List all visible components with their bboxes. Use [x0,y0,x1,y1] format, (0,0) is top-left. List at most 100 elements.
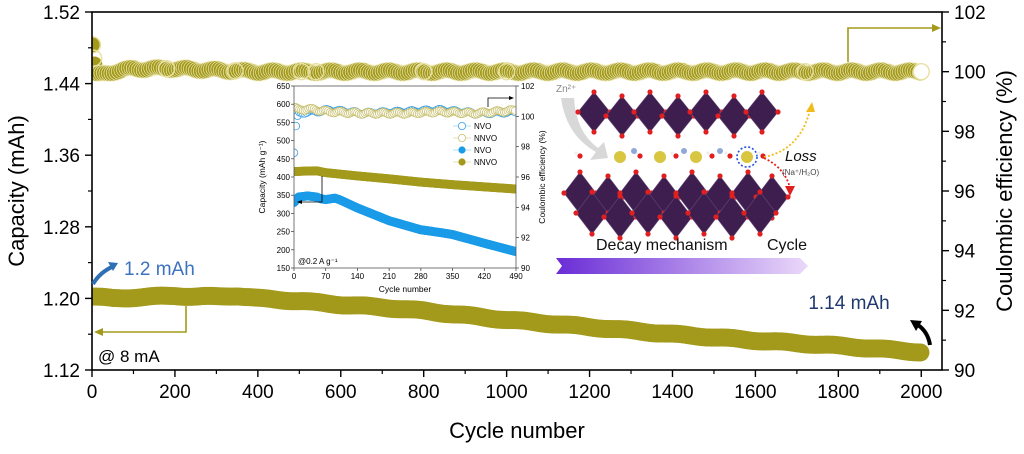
cycle-label: Cycle [767,237,807,254]
capacity-axis-indicator-arrow [100,306,187,333]
oxygen-atom [759,129,765,135]
inset-y2-tick-label: 102 [521,82,535,91]
lower-vanadium-oxide-layer [561,169,791,241]
y-axis-label: Capacity (mAh) [4,115,29,267]
x-tick-label: 400 [242,382,274,403]
oxygen-atom [685,210,691,216]
nitrogen-atom [681,148,687,154]
legend-item-nnvo-capacity: NNVO [453,158,497,167]
legend-item-nvo-capacity: NVO [453,146,491,155]
interlayer-species [574,148,766,163]
y2-tick-label: 98 [954,122,975,143]
x-tick-label: 200 [159,382,191,403]
oxygen-atom [745,169,751,175]
oxygen-atom [633,169,639,175]
oxygen-atom [703,129,709,135]
ce-point-outline [92,49,103,67]
y2-tick-label: 100 [954,63,986,84]
water-oxygen [637,153,643,159]
oxygen-atom [577,169,583,175]
y2-tick-label: 94 [954,242,976,263]
x-tick-label: 1000 [485,382,527,403]
capacity-point [911,343,930,362]
oxygen-atom [575,109,581,115]
loss-label: Loss [785,148,817,165]
oxygen-atom [743,109,749,115]
sodium-ion [654,151,666,163]
legend-marker-nnvo-capacity [458,158,466,166]
ce-point-outline [157,59,176,78]
end-capacity-arrow-icon [916,323,932,346]
decay-schematic: Zn²⁺ Loss (Na⁺/H₂O) Decay mechanism Cycl… [552,84,842,284]
zn-insertion-arrow-icon [561,98,608,160]
start-capacity-arrowhead-icon [108,262,118,271]
oxygen-atom [645,189,651,195]
ce-point-outline [912,62,930,81]
water-hydrogen [757,151,761,155]
inset-y-tick-label: 650 [277,82,291,91]
x-tick-label: 600 [325,382,357,403]
x-tick-label: 1200 [568,382,610,403]
y2-axis-label: Coulombic efficiency (%) [992,70,1017,312]
inset-x-tick-label: 140 [351,272,365,281]
legend-marker-nvo-ce [457,122,466,131]
legend-item-nvo-ce: NVO [453,122,491,131]
legend-label-nnvo-capacity: NNVO [474,158,497,167]
oxygen-atom [573,210,579,216]
inset-y-tick-label: 600 [277,100,291,109]
inset-data [294,103,516,257]
inset-y-tick-label: 450 [277,155,291,164]
oxygen-atom [617,193,623,199]
y-tick-label: 1.28 [43,218,80,239]
inset-x-tick-label: 0 [292,272,297,281]
inset-y-tick-label: 300 [277,209,291,218]
oxygen-atom [619,93,625,99]
cycle-progress-arrow-icon [556,258,808,274]
oxygen-atom [591,129,597,135]
y-tick-label: 1.44 [43,75,80,96]
x-tick-label: 2000 [900,382,942,403]
oxygen-atom [785,194,791,200]
y2-tick-label: 96 [954,182,975,203]
oxygen-atom [629,210,635,216]
inset-capacity-indicator-arrowhead-icon [297,200,302,204]
legend-marker-nvo-capacity [458,146,466,154]
oxygen-atom [731,133,737,139]
oxygen-atom [645,231,651,237]
inset-capacity-point-nvo [511,247,516,257]
inset-y2-tick-label: 96 [521,173,530,182]
inset-ce-indicator-arrow [487,97,510,107]
inset-y2-tick-label: 90 [521,264,530,273]
x-tick-label: 1600 [734,382,776,403]
ce-point-outline [307,62,325,81]
oxygen-atom [759,89,765,95]
sodium-ion [741,151,753,163]
oxygen-atom [659,113,665,119]
inset-ce-point-nvo [294,121,301,131]
y2-tick-label: 102 [954,3,986,24]
oxygen-atom [617,235,623,241]
oxygen-atom [701,231,707,237]
water-oxygen [709,153,715,159]
water-oxygen [673,153,679,159]
oxygen-atom [701,189,707,195]
oxygen-atom [605,173,611,179]
inset-y-tick-label: 200 [277,246,291,255]
oxygen-atom [769,173,775,179]
x-axis-label: Cycle number [449,418,585,443]
sodium-ion [614,151,626,163]
ce-point-outline [796,62,814,81]
inset-x-tick-label: 350 [446,272,460,281]
loss-arrowhead-up-icon [806,102,815,112]
loss-arrow-up-icon [763,109,811,158]
inset-y-tick-label: 550 [277,118,291,127]
oxygen-atom [631,109,637,115]
legend-label-nnvo-ce: NNVO [474,134,497,143]
oxygen-atom [661,173,667,179]
inset-axes-ticks: 0 70 140 210 280 350 420 490 150 200 250 300 350 400 4… [277,82,535,281]
nitrogen-atom [717,148,723,154]
oxygen-atom [675,133,681,139]
oxygen-atom [601,214,607,220]
loss-arrowhead-down-icon [785,186,795,196]
main-data [92,36,930,362]
